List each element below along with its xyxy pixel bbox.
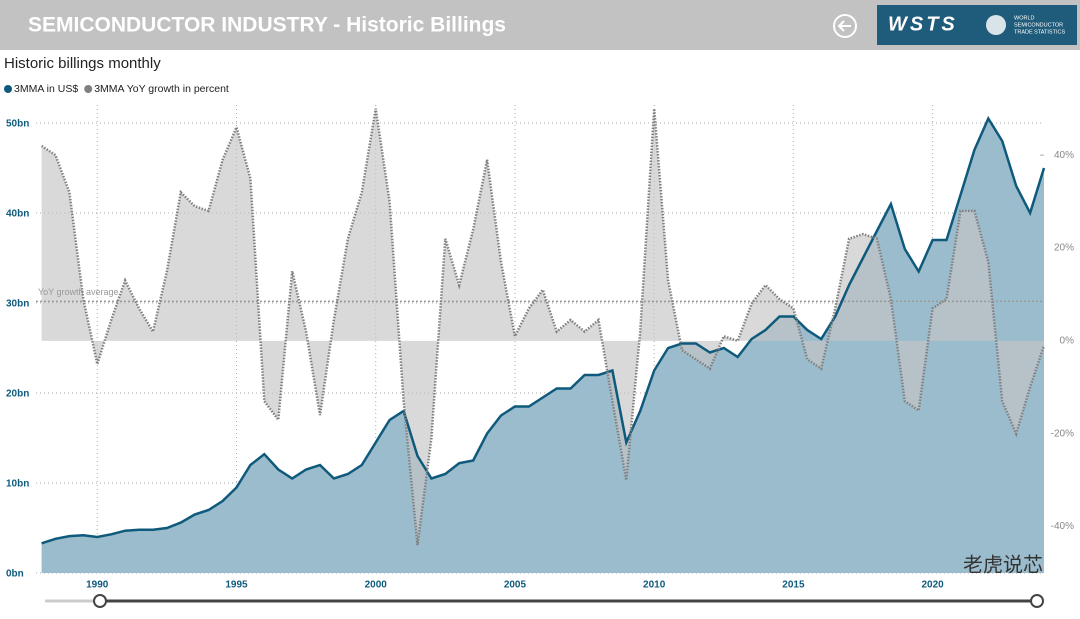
slider-handle[interactable] — [1030, 594, 1044, 608]
watermark: 老虎说芯 — [963, 553, 1043, 576]
y2-tick-label: 40% — [1054, 150, 1074, 161]
y-tick-label: 40bn — [6, 209, 29, 220]
range-slider[interactable] — [45, 594, 1044, 608]
legend-label: 3MMA YoY growth in percent — [94, 83, 229, 95]
logo-text: TRADE STATISTICS — [1014, 29, 1065, 35]
series-line — [40, 108, 1046, 546]
x-tick-label: 2015 — [782, 580, 805, 591]
y2-tick-label: -40% — [1051, 521, 1074, 532]
y-tick-label: 10bn — [6, 479, 29, 490]
y-tick-label: 30bn — [6, 299, 29, 310]
x-tick-label: 2010 — [643, 580, 666, 591]
y-tick-label: 0bn — [6, 569, 24, 580]
legend: 3MMA in US$ 3MMA YoY growth in percent — [4, 83, 229, 95]
y2-tick-label: 20% — [1054, 243, 1074, 254]
y-tick-label: 50bn — [6, 119, 29, 130]
logo-text: SEMICONDUCTOR — [1014, 22, 1063, 28]
slider-handle[interactable] — [93, 594, 107, 608]
x-tick-label: 1995 — [225, 580, 248, 591]
logo-text: WORLD — [1014, 15, 1035, 21]
y2-tick-label: 0% — [1060, 335, 1075, 346]
plot: 0bn 10bn 20bn 30bn 40bn 50bn -40% -20% 0% 20% 40% 1… — [6, 105, 1074, 591]
series-area — [41, 108, 1045, 546]
x-tick-label: 2020 — [921, 580, 944, 591]
legend-marker — [84, 85, 93, 93]
y2-tick-label: -20% — [1051, 428, 1074, 439]
header-title: SEMICONDUCTOR INDUSTRY - Historic Billin… — [28, 14, 506, 37]
x-tick-label: 2005 — [504, 580, 527, 591]
legend-label: 3MMA in US$ — [14, 83, 78, 95]
x-tick-label: 2000 — [365, 580, 388, 591]
x-tick-label: 1990 — [86, 580, 109, 591]
logo: WSTS — [888, 13, 958, 35]
back-button[interactable] — [833, 14, 857, 38]
legend-marker — [4, 85, 12, 93]
series-area — [41, 118, 1045, 573]
series-line — [41, 115, 1046, 545]
average-label: YoY growth average — [38, 287, 119, 297]
y-tick-label: 20bn — [6, 389, 29, 400]
chart-title: Historic billings monthly — [4, 55, 161, 72]
logo-box — [877, 5, 1077, 45]
logo-globe — [986, 15, 1006, 35]
